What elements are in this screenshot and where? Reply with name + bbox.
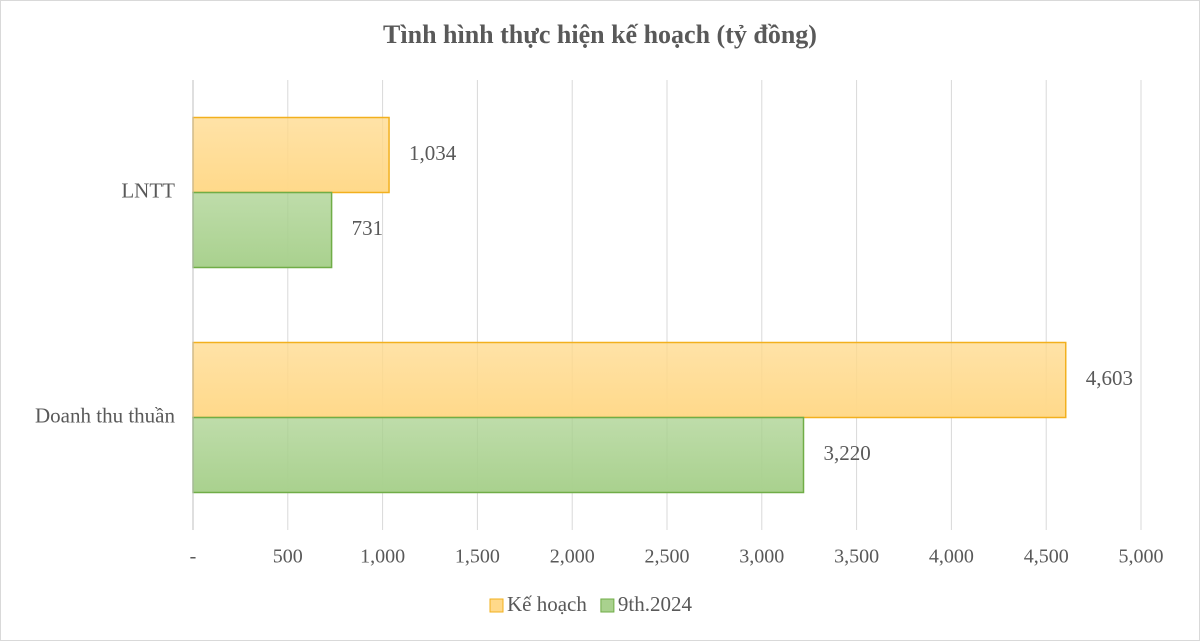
x-tick-label: 1,000 <box>360 546 405 568</box>
y-tick-label: Doanh thu thuần <box>35 403 175 427</box>
value-label: 4,603 <box>1086 366 1133 390</box>
x-tick-label: 4,500 <box>1024 546 1069 568</box>
bar <box>192 416 805 494</box>
legend-swatch <box>600 598 615 613</box>
legend-label: Kế hoạch <box>507 592 587 616</box>
value-label: 3,220 <box>824 441 871 465</box>
x-tick-label: 2,000 <box>550 546 595 568</box>
y-tick-label: LNTT <box>121 178 175 202</box>
bar <box>192 341 1067 419</box>
value-label: 1,034 <box>409 141 457 165</box>
legend-label: 9th.2024 <box>618 592 693 616</box>
bar <box>192 116 390 194</box>
x-tick-label: - <box>190 546 197 568</box>
bar <box>192 191 333 269</box>
legend-swatch <box>489 598 504 613</box>
value-label: 731 <box>352 216 384 240</box>
x-tick-label: 3,500 <box>834 546 879 568</box>
x-tick-label: 3,000 <box>739 546 784 568</box>
x-tick-label: 2,500 <box>645 546 690 568</box>
x-tick-label: 1,500 <box>455 546 500 568</box>
x-tick-label: 500 <box>273 546 303 568</box>
x-tick-label: 4,000 <box>929 546 974 568</box>
chart-title: Tình hình thực hiện kế hoạch (tỷ đồng) <box>383 20 817 49</box>
x-tick-label: 5,000 <box>1119 546 1164 568</box>
